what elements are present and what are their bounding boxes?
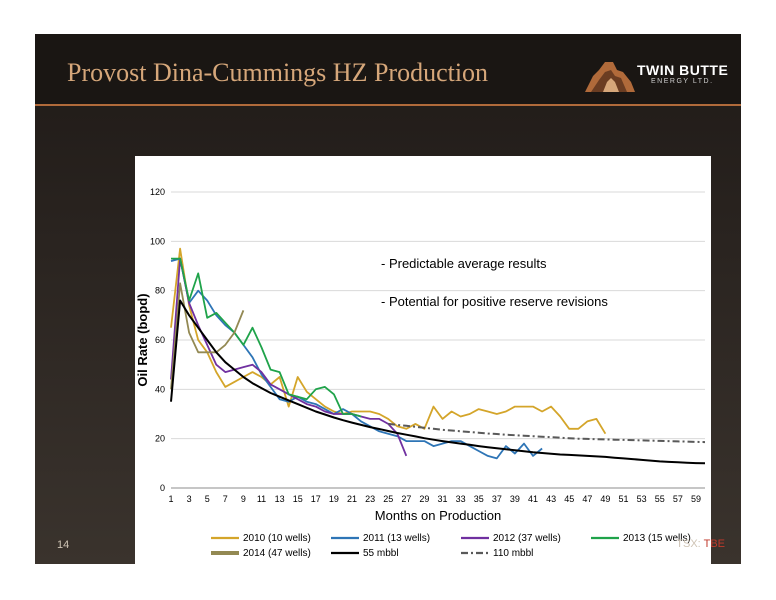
x-tick-label: 19 — [329, 494, 339, 504]
x-axis-label: Months on Production — [375, 508, 501, 523]
x-tick-label: 39 — [510, 494, 520, 504]
slide-title: Provost Dina-Cummings HZ Production — [67, 58, 489, 87]
x-tick-label: 45 — [564, 494, 574, 504]
x-tick-label: 1 — [168, 494, 173, 504]
legend-label: 2010 (10 wells) — [243, 533, 311, 544]
x-tick-label: 59 — [691, 494, 701, 504]
legend-label: 2012 (37 wells) — [493, 533, 561, 544]
slide-header: Provost Dina-Cummings HZ Production TWIN… — [35, 34, 741, 104]
ticker-footer: TSX: TBE — [676, 538, 725, 550]
x-tick-label: 29 — [419, 494, 429, 504]
chart-annotation: - Potential for positive reserve revisio… — [381, 294, 608, 309]
x-tick-label: 51 — [619, 494, 629, 504]
x-tick-label: 55 — [655, 494, 665, 504]
x-tick-label: 49 — [600, 494, 610, 504]
x-tick-label: 17 — [311, 494, 321, 504]
slide-number: 14 — [57, 539, 70, 551]
x-tick-label: 53 — [637, 494, 647, 504]
y-tick-label: 120 — [150, 187, 165, 197]
x-tick-label: 27 — [401, 494, 411, 504]
x-tick-label: 35 — [474, 494, 484, 504]
legend-label: 2013 (15 wells) — [623, 533, 691, 544]
series-line — [170, 282, 245, 390]
x-tick-label: 15 — [293, 494, 303, 504]
ticker-prefix: TSX: — [676, 538, 701, 550]
x-tick-label: 13 — [275, 494, 285, 504]
company-logo: TWIN BUTTE ENERGY LTD. — [583, 56, 733, 96]
y-tick-label: 60 — [155, 335, 165, 345]
ticker-symbol: TBE — [703, 538, 725, 550]
logo-subtitle: ENERGY LTD. — [651, 78, 714, 85]
x-tick-label: 43 — [546, 494, 556, 504]
legend-label: 110 mbbl — [493, 548, 533, 559]
x-tick-label: 21 — [347, 494, 357, 504]
legend-label: 2014 (47 wells) — [243, 548, 311, 559]
y-tick-label: 0 — [160, 483, 165, 493]
series-line — [171, 257, 362, 418]
slide: Provost Dina-Cummings HZ Production TWIN… — [35, 34, 741, 570]
y-tick-label: 20 — [155, 434, 165, 444]
legend-label: 2011 (13 wells) — [363, 533, 430, 544]
x-tick-label: 9 — [241, 494, 246, 504]
x-tick-label: 3 — [187, 494, 192, 504]
header-rule — [35, 104, 741, 106]
x-tick-label: 47 — [582, 494, 592, 504]
series-line — [170, 299, 706, 465]
y-tick-label: 100 — [150, 236, 165, 246]
x-tick-label: 25 — [383, 494, 393, 504]
y-axis-label: Oil Rate (bopd) — [135, 293, 150, 386]
logo-name: TWIN BUTTE — [637, 62, 729, 78]
chart-annotation: - Predictable average results — [381, 256, 547, 271]
x-tick-label: 23 — [365, 494, 375, 504]
x-tick-label: 57 — [673, 494, 683, 504]
y-tick-label: 40 — [155, 384, 165, 394]
y-tick-label: 80 — [155, 286, 165, 296]
series-line — [170, 257, 543, 460]
x-tick-label: 41 — [528, 494, 538, 504]
x-tick-label: 33 — [456, 494, 466, 504]
x-tick-label: 31 — [438, 494, 448, 504]
chart-panel: 0 20 40 60 80 100 120 1 3 5 7 9 11 13 15 17 19 21 23 25 27 29… — [135, 156, 711, 570]
legend-label: 55 mbbl — [363, 548, 399, 559]
x-tick-label: 11 — [257, 494, 266, 504]
x-tick-label: 37 — [492, 494, 502, 504]
series-line — [170, 247, 607, 435]
x-tick-label: 5 — [205, 494, 210, 504]
butte-logo-icon — [585, 62, 635, 92]
x-tick-label: 7 — [223, 494, 228, 504]
